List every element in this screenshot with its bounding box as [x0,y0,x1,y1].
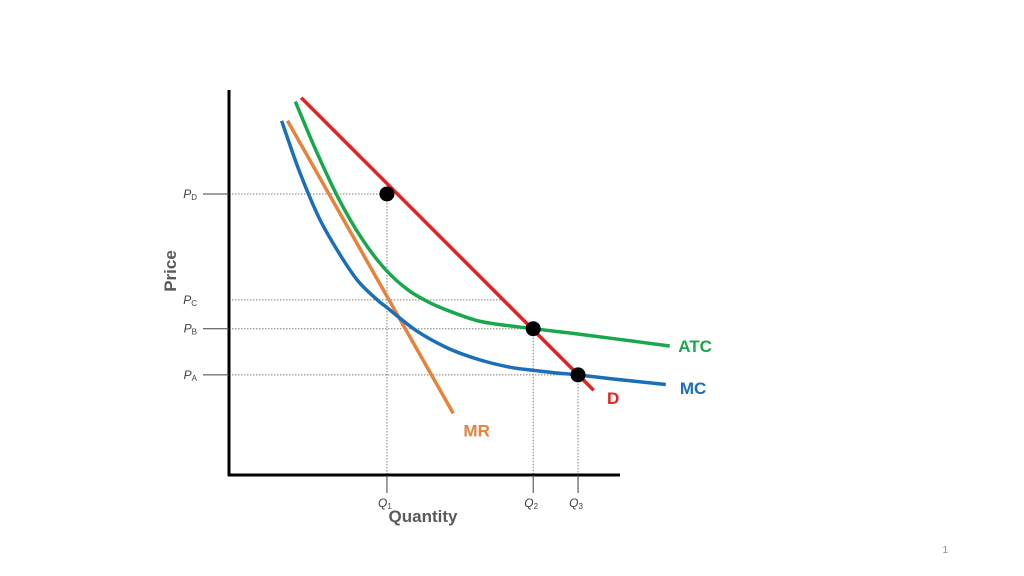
curve-mr [285,119,455,415]
point-2 [525,321,541,337]
x-tick-sub-q2: 2 [534,502,539,511]
curve-atc [293,100,670,348]
curve-label-mc: MC [680,379,706,398]
y-tick-label-pa: PA [184,368,198,383]
curve-mc [279,120,666,387]
x-tick-label-q3: Q3 [569,496,583,511]
x-tick-label-q2: Q2 [524,496,538,511]
x-tick-sub-q3: 3 [578,502,583,511]
x-axis-title: Quantity [389,507,458,526]
y-tick-sub-pb: B [192,328,197,337]
point-1 [379,186,395,202]
equilibrium-points [379,186,586,383]
y-axis-title: Price [161,250,180,292]
y-tick-sub-pc: C [191,299,197,308]
x-tick-sub-q1: 1 [387,502,392,511]
curve-labels: D MR ATC MC [463,337,711,441]
curve-label-mr: MR [463,422,489,441]
curves [279,96,670,415]
y-tick-label-pd: PD [183,187,197,202]
y-tick-sub-pd: D [191,193,197,202]
curve-d [299,96,595,392]
y-tick-label-pb: PB [184,322,197,337]
page-number: 1 [942,545,948,556]
axes [227,90,620,477]
y-tick-label-pc: PC [183,293,197,308]
curve-label-d: D [607,389,619,408]
guide-lines [229,193,579,475]
y-tick-sub-pa: A [192,374,198,383]
point-3 [570,367,586,383]
curve-label-atc: ATC [678,337,712,356]
